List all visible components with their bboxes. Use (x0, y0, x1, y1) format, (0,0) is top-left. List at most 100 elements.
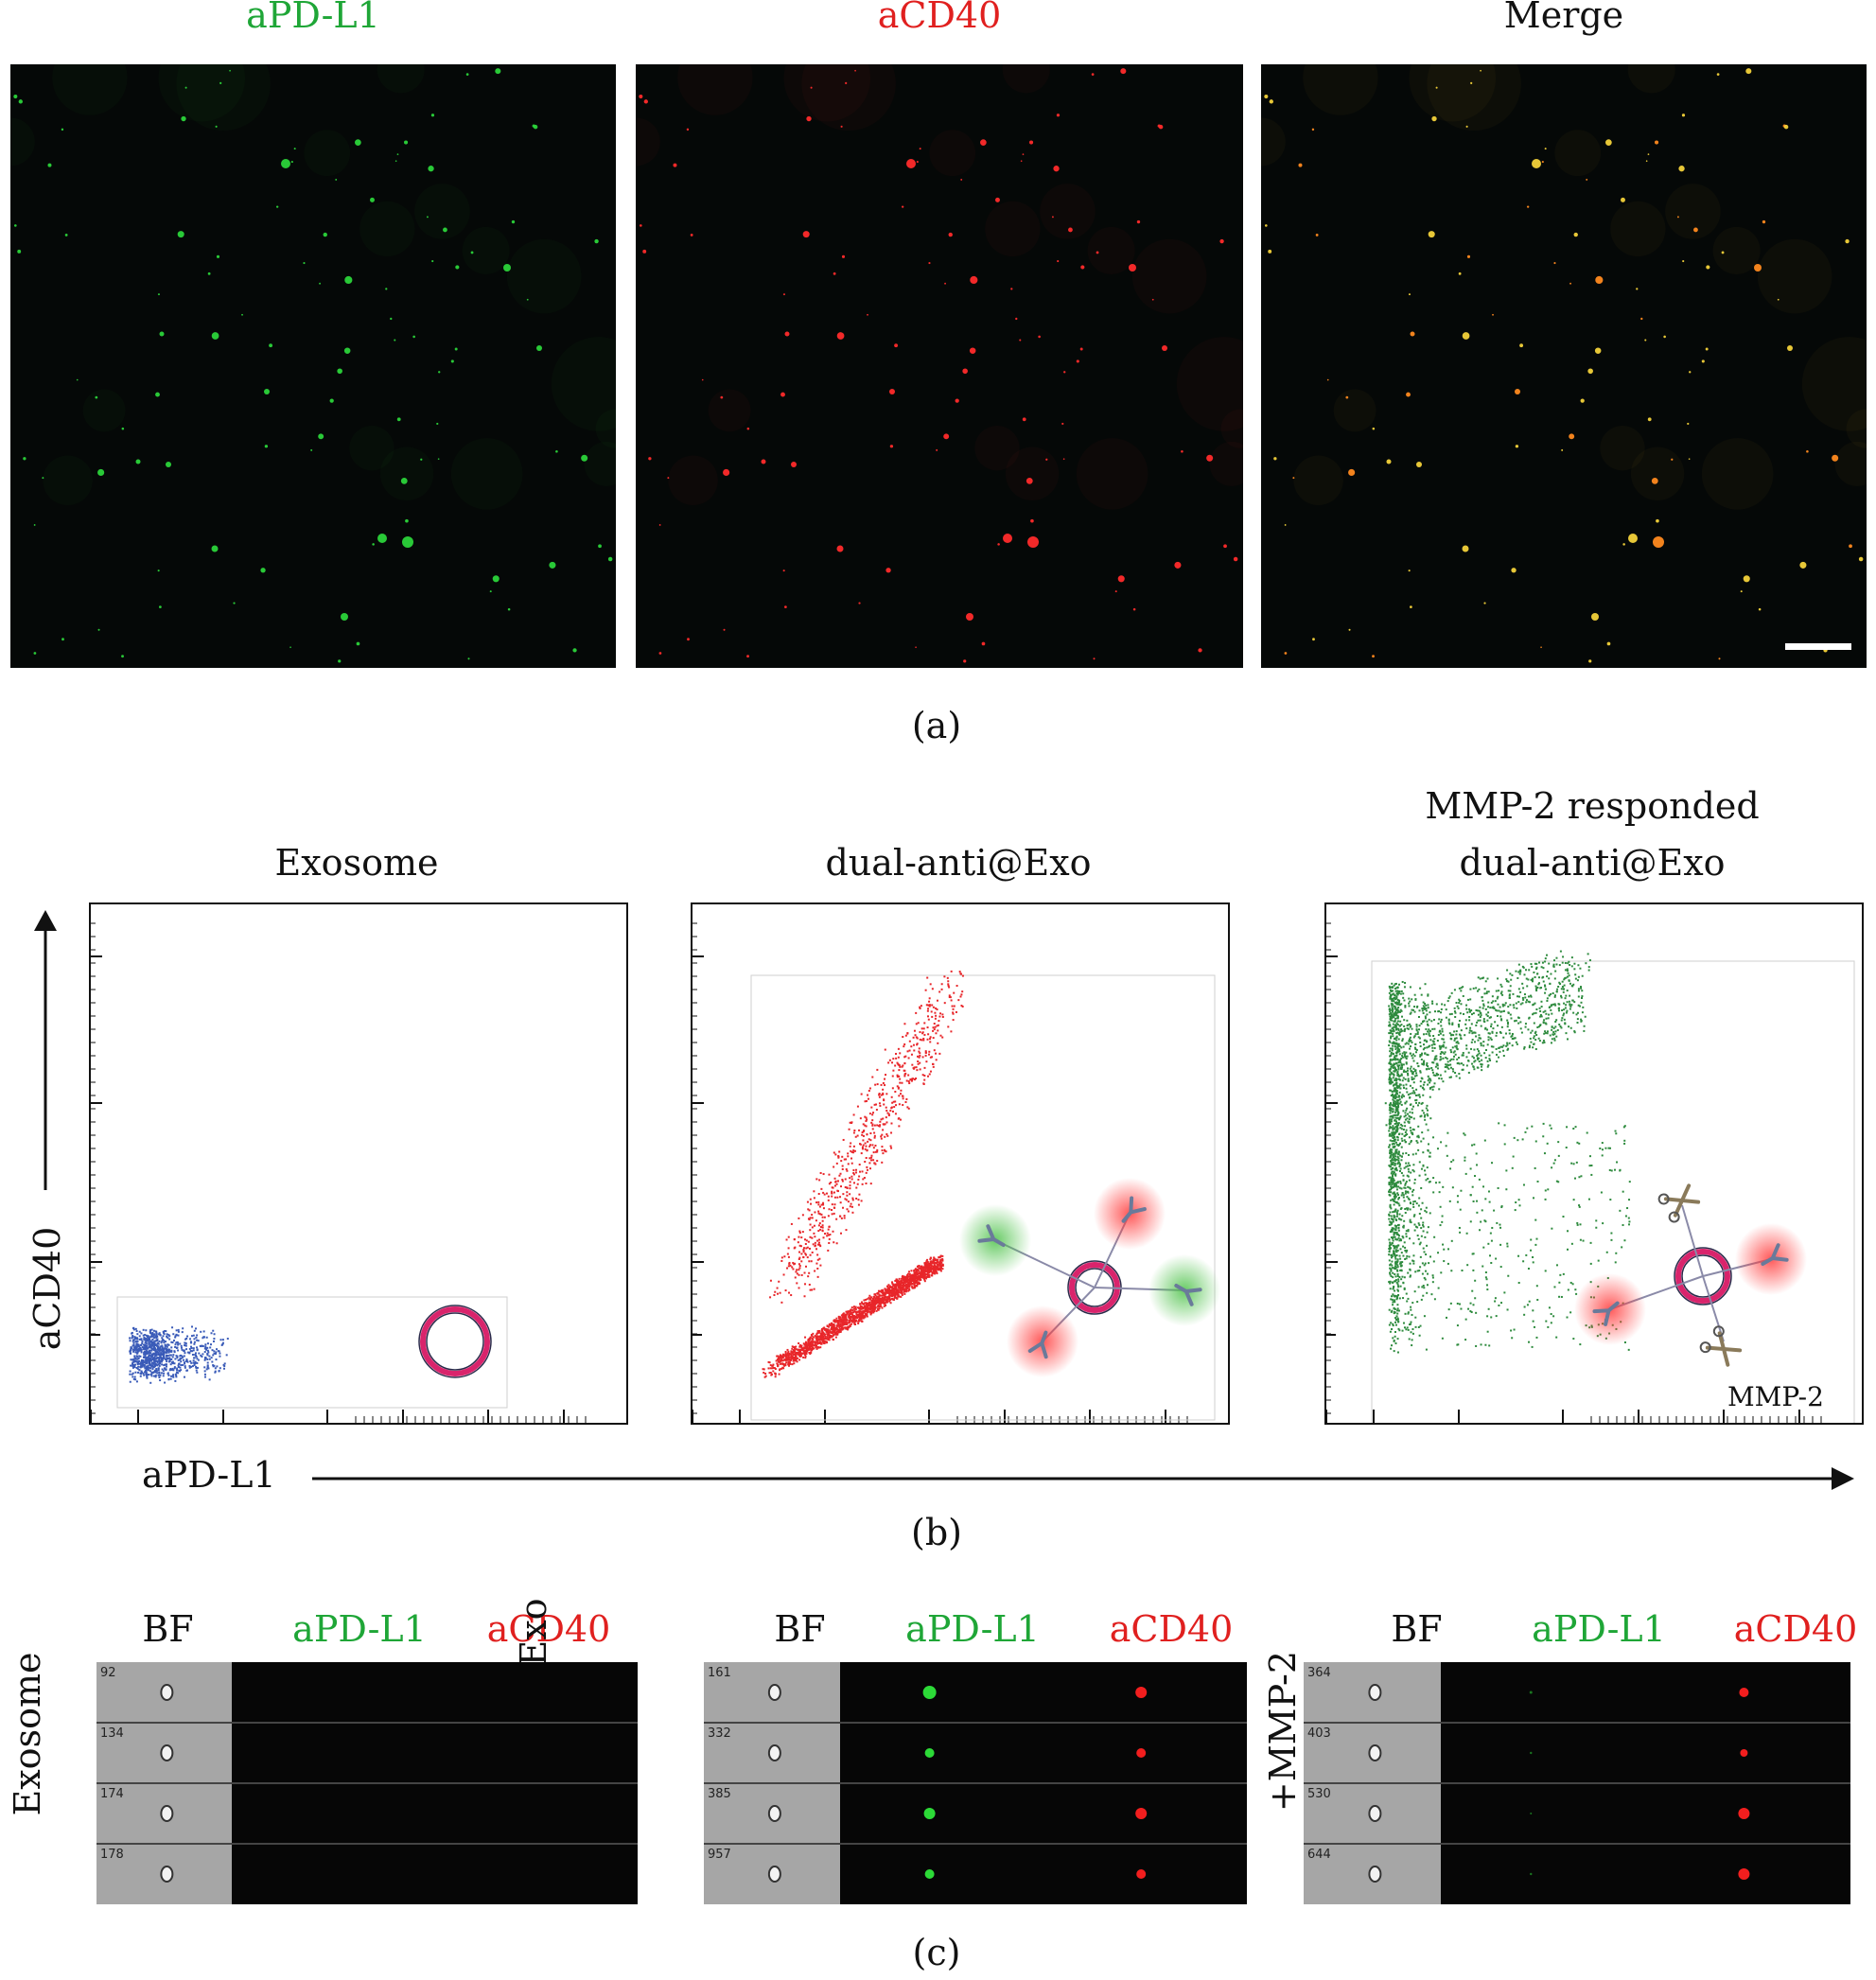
fluorescent-spot (323, 232, 327, 237)
scatter-point (889, 1286, 892, 1288)
scatter-point (1397, 990, 1400, 993)
scatter-point (876, 1307, 879, 1310)
exosome-icon (420, 1306, 490, 1376)
scatter-point (860, 1313, 863, 1316)
scatter-point (811, 1344, 814, 1347)
fluorescent-spot (1647, 153, 1650, 155)
scatter-point (907, 1057, 910, 1060)
scatter-point (952, 1008, 955, 1010)
scatter-point (870, 1305, 873, 1307)
scatter-point (149, 1349, 152, 1352)
scatter-point (146, 1376, 149, 1379)
scatter-point (831, 1327, 833, 1330)
scatter-point (159, 1374, 162, 1376)
scatter-point (175, 1355, 178, 1358)
scatter-point (848, 1313, 850, 1316)
scatter-point (216, 1348, 219, 1351)
scatter-point (131, 1332, 133, 1335)
scatter-point (159, 1333, 162, 1336)
scatter-point (152, 1359, 155, 1362)
fluorescent-spot (1132, 607, 1136, 611)
scatter-point (935, 1265, 938, 1268)
scatter-point (140, 1332, 143, 1335)
scale-bar (1785, 643, 1851, 650)
fluorescent-spot (1553, 261, 1556, 265)
scatter-point (1389, 1125, 1392, 1128)
scatter-point (938, 1015, 941, 1018)
scatter-point (226, 1338, 229, 1340)
scatter-point (781, 1359, 784, 1362)
fluorescent-spot (1466, 254, 1471, 258)
scatter-point (849, 1193, 851, 1196)
fluorescent-spot (121, 427, 125, 430)
scatter-point (920, 1279, 922, 1282)
scatter-point (860, 1307, 863, 1310)
scatter-point (159, 1362, 162, 1365)
scatter-point (809, 1198, 812, 1200)
scatter-point (1397, 1095, 1400, 1097)
scatter-point (136, 1338, 139, 1340)
scatter-point (855, 1319, 858, 1322)
scatter-point (153, 1337, 156, 1340)
scatter-point (1394, 1184, 1396, 1187)
plot-3-title-line-1: MMP-2 responded (1425, 785, 1760, 827)
scatter-point (1390, 989, 1393, 991)
scatter-point (894, 1100, 897, 1103)
scatter-point (206, 1346, 209, 1349)
scatter-point (1390, 1253, 1393, 1256)
scatter-point (1389, 1089, 1392, 1092)
scatter-point (851, 1314, 854, 1317)
scatter-point (138, 1330, 141, 1333)
scatter-point (804, 1242, 807, 1245)
scatter-point (188, 1366, 191, 1369)
scatter-point (1409, 1127, 1411, 1130)
scatter-point (216, 1365, 219, 1368)
scatter-point (1398, 1213, 1401, 1216)
scatter-point (182, 1363, 184, 1366)
scatter-point (878, 1095, 881, 1098)
scatter-point (1392, 1250, 1394, 1253)
scatter-point (925, 1275, 928, 1278)
fluorescent-spot (1745, 68, 1752, 75)
scatter-point (805, 1265, 808, 1268)
scatter-point (142, 1364, 145, 1367)
scatter-point (146, 1346, 149, 1349)
scatter-point (826, 1340, 829, 1343)
scatter-point (947, 980, 950, 983)
scatter-point (852, 1182, 855, 1184)
scatter-point (1388, 1068, 1391, 1071)
scatter-point (884, 1295, 886, 1298)
scatter-point (130, 1358, 132, 1361)
scatter-plot-dual-anti (691, 902, 1230, 1425)
scatter-point (132, 1377, 135, 1380)
scatter-point (1405, 1100, 1408, 1103)
scatter-point (824, 1340, 827, 1342)
scatter-point (819, 1172, 822, 1175)
fluorescent-spot (470, 251, 474, 254)
scatter-point (1396, 1017, 1399, 1020)
scatter-point (811, 1288, 814, 1291)
scatter-point (214, 1367, 217, 1370)
scatter-point (763, 1371, 765, 1374)
fluorescent-spot (426, 216, 429, 219)
scatter-point (1414, 1094, 1417, 1096)
scatter-point (895, 1104, 898, 1107)
scatter-point (195, 1356, 198, 1358)
scatter-point (831, 1192, 833, 1195)
scatter-point (814, 1235, 816, 1238)
scatter-point (1410, 1321, 1412, 1323)
scatter-point (833, 1212, 835, 1215)
scatter-point (203, 1375, 206, 1378)
scatter-point (177, 1343, 180, 1346)
fluorescent-spots (13, 68, 613, 663)
scatter-point (1393, 1171, 1395, 1174)
scatter-point (138, 1355, 141, 1358)
scatter-point (1397, 1044, 1400, 1047)
fluorescent-spot (1038, 335, 1041, 339)
scatter-point (156, 1357, 159, 1359)
scatter-point (1412, 1067, 1415, 1070)
scatter-point (137, 1343, 140, 1346)
scatter-point (1394, 1056, 1396, 1059)
scatter-point (1411, 1328, 1414, 1331)
fluorescent-spot (761, 459, 766, 464)
